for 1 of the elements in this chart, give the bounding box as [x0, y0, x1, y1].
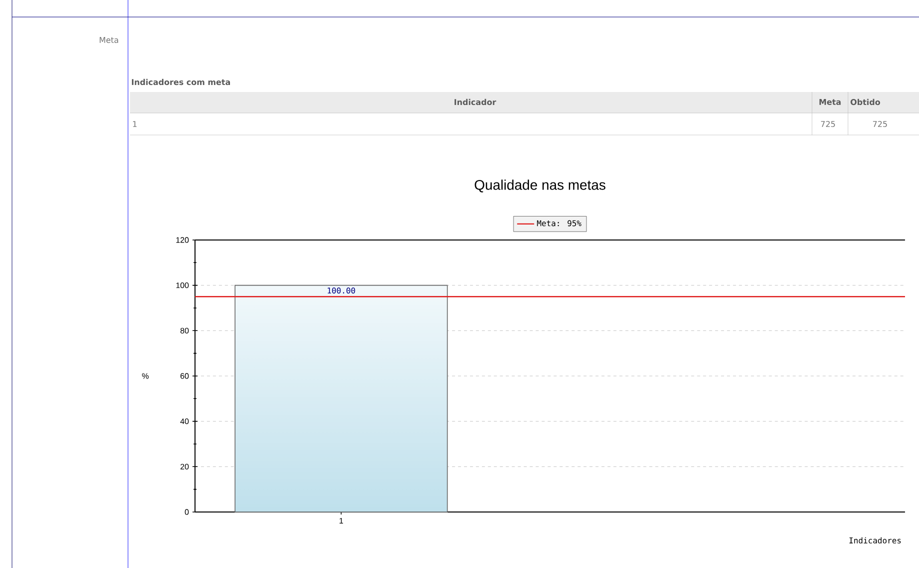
- chart-title: Qualidade nas metas: [474, 180, 606, 192]
